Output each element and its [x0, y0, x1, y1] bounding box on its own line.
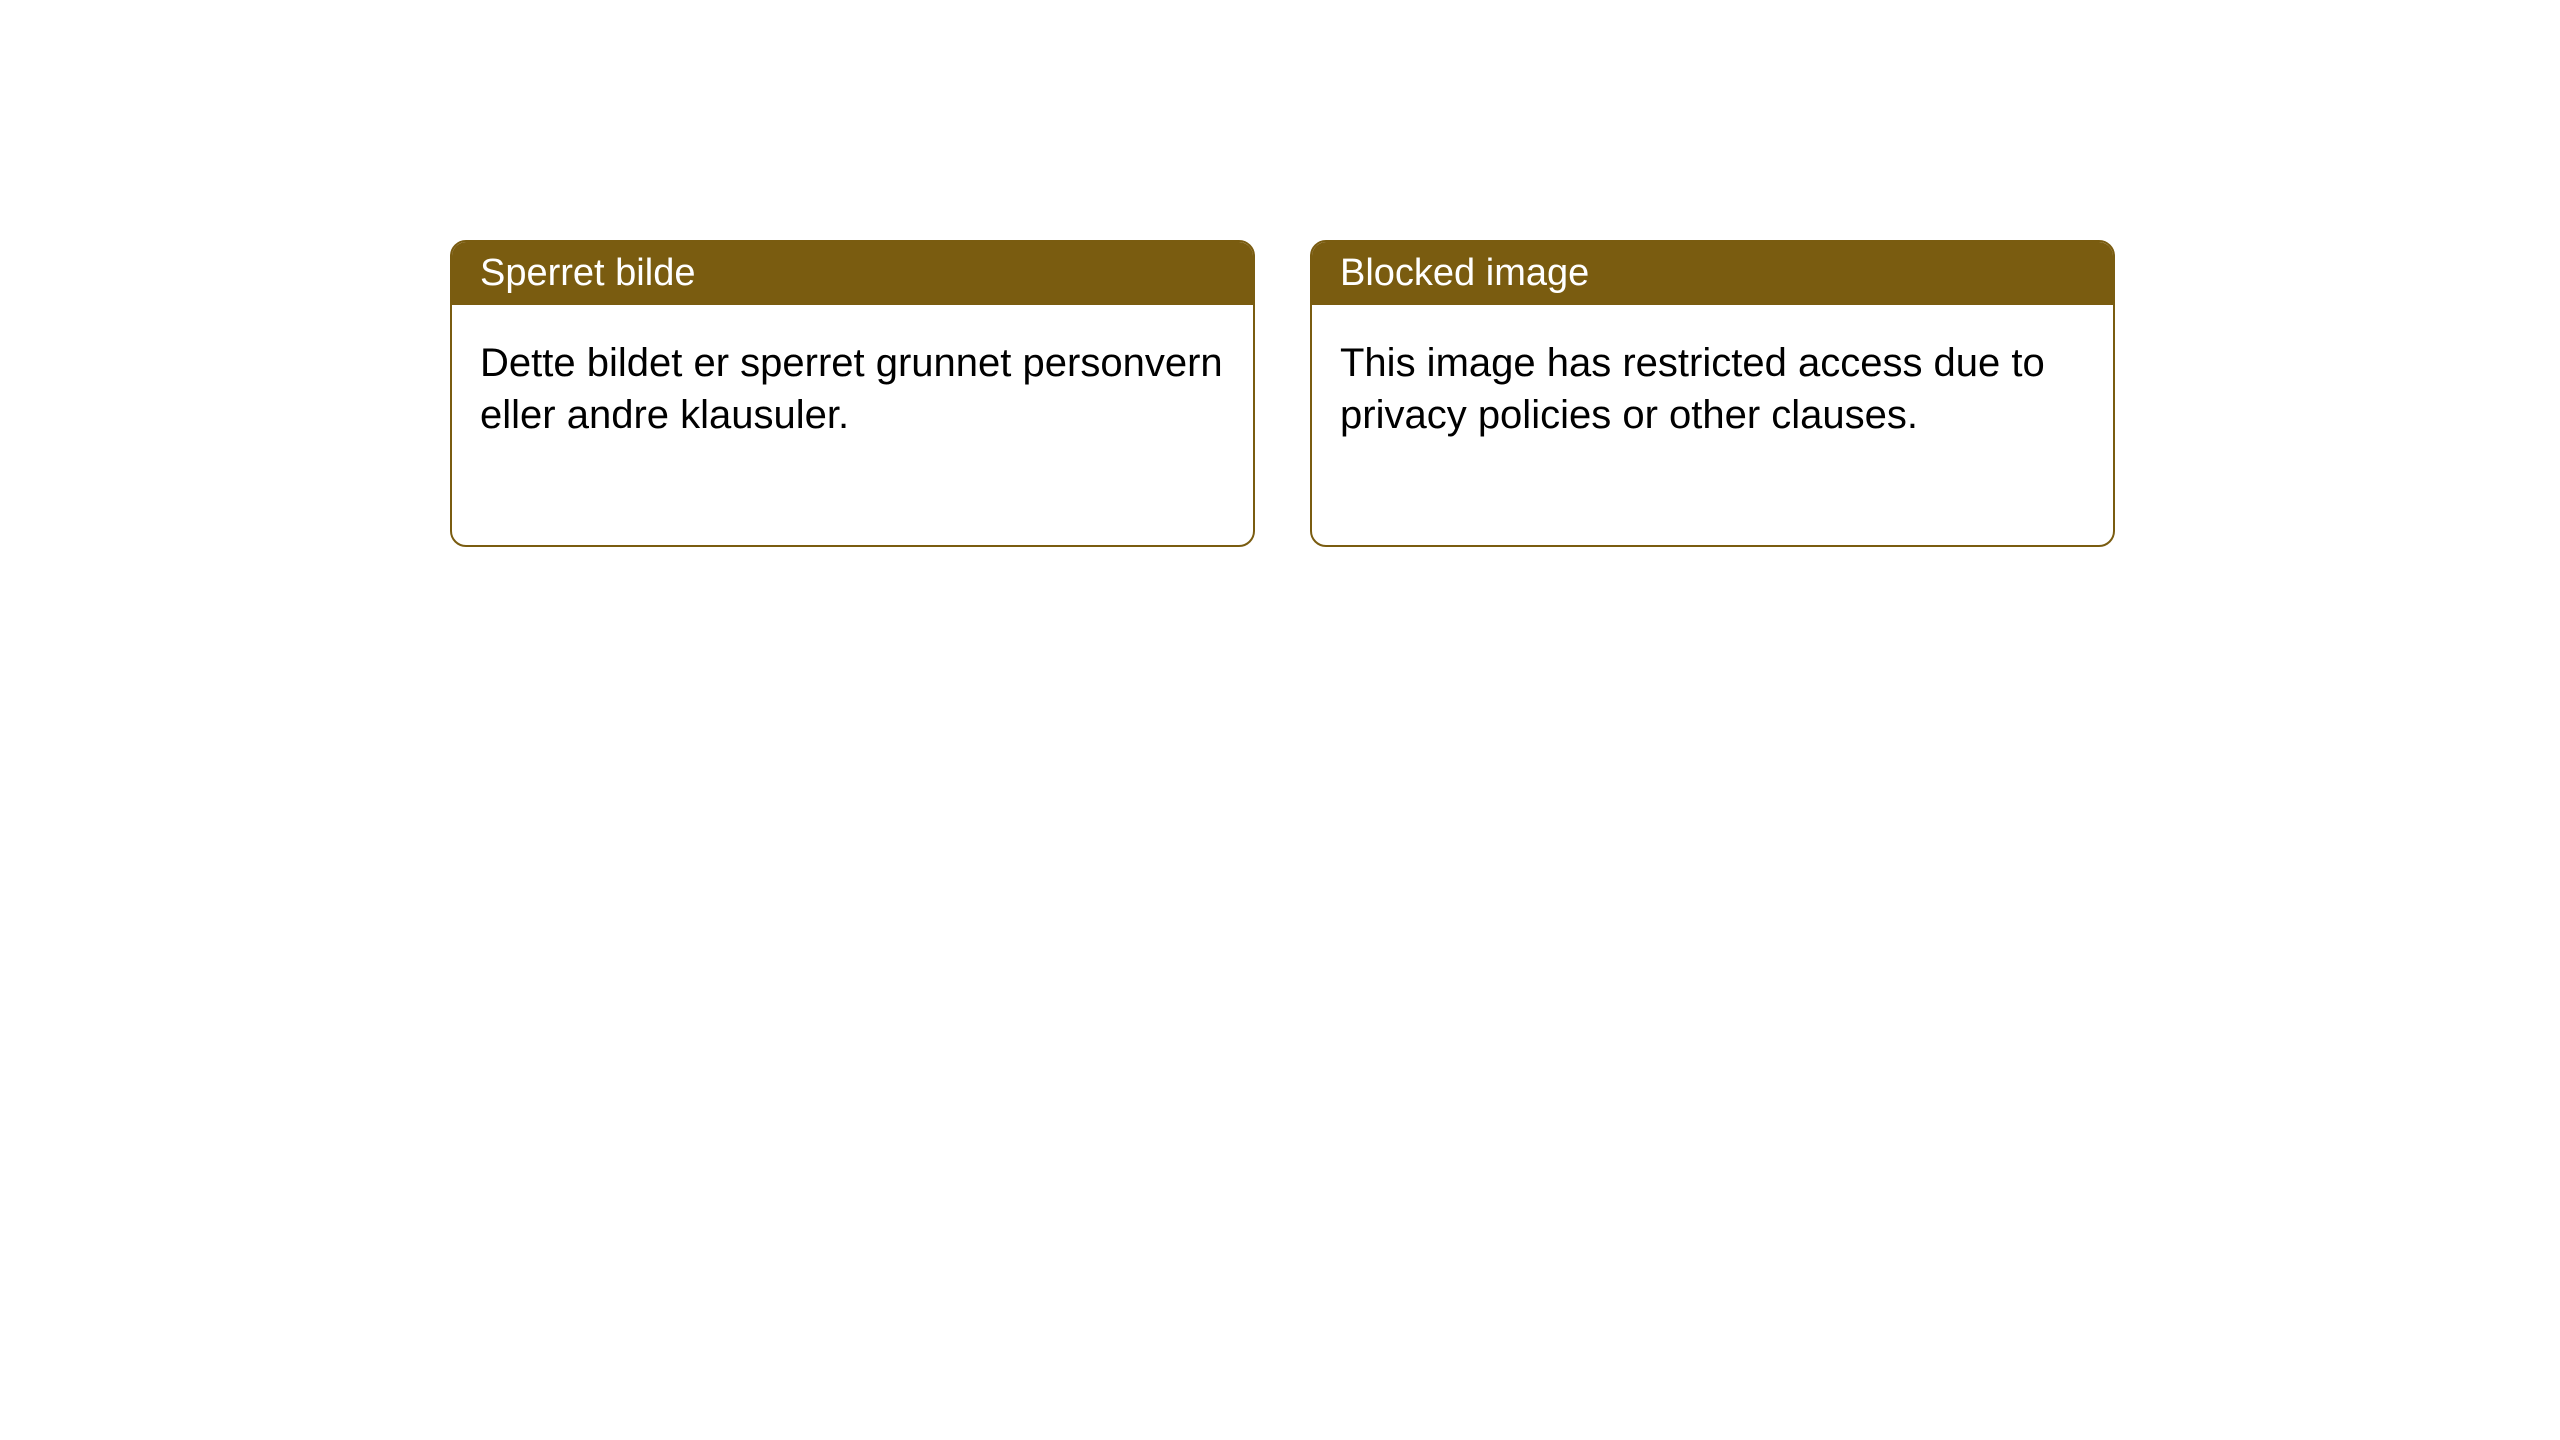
- notice-body-english: This image has restricted access due to …: [1312, 305, 2113, 545]
- notice-card-english: Blocked image This image has restricted …: [1310, 240, 2115, 547]
- notice-card-norwegian: Sperret bilde Dette bildet er sperret gr…: [450, 240, 1255, 547]
- notice-body-norwegian: Dette bildet er sperret grunnet personve…: [452, 305, 1253, 545]
- notice-title-english: Blocked image: [1312, 242, 2113, 305]
- notice-title-norwegian: Sperret bilde: [452, 242, 1253, 305]
- notice-container: Sperret bilde Dette bildet er sperret gr…: [0, 0, 2560, 547]
